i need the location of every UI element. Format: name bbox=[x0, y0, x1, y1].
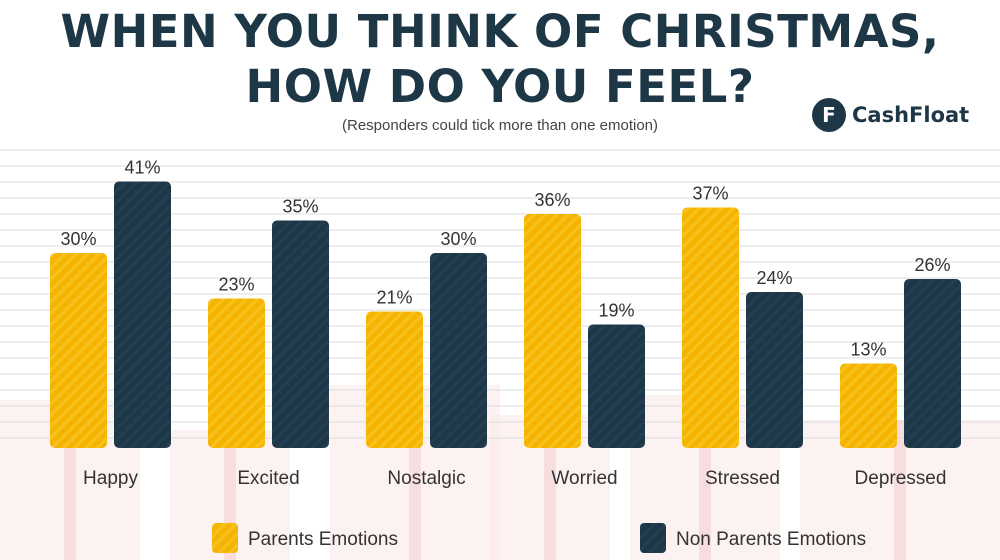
brand-name: CashFloat bbox=[852, 103, 970, 127]
legend-label-non-parents: Non Parents Emotions bbox=[676, 529, 866, 550]
category-label-nostalgic: Nostalgic bbox=[387, 468, 465, 489]
legend-swatch-non-parents bbox=[640, 523, 666, 553]
chart-subtitle: (Responders could tick more than one emo… bbox=[342, 117, 658, 134]
bar-happy-parents bbox=[50, 253, 107, 448]
data-label-happy-parents: 30% bbox=[60, 229, 96, 249]
data-labels: 30% 41% 23% 35% 21% 30% 36% 19% 37% 24% 13% 26% bbox=[60, 158, 950, 360]
data-label-stressed-non-parents: 24% bbox=[756, 268, 792, 288]
category-label-stressed: Stressed bbox=[705, 468, 780, 489]
bars bbox=[50, 181, 961, 448]
bar-depressed-non-parents bbox=[904, 279, 961, 448]
category-label-depressed: Depressed bbox=[855, 468, 947, 489]
bar-stressed-non-parents bbox=[746, 292, 803, 448]
bar-depressed-parents bbox=[840, 363, 897, 448]
data-label-excited-parents: 23% bbox=[218, 275, 254, 295]
bar-excited-non-parents bbox=[272, 220, 329, 448]
category-labels: Happy Excited Nostalgic Worried Stressed Depr… bbox=[83, 468, 946, 489]
brand-logo: F CashFloat bbox=[812, 96, 969, 134]
data-label-depressed-non-parents: 26% bbox=[914, 255, 950, 275]
chart-title: WHEN YOU THINK OF CHRISTMAS, HOW DO YOU … bbox=[0, 4, 1000, 114]
legend: Parents Emotions Non Parents Emotions bbox=[212, 523, 866, 553]
title-line-1: WHEN YOU THINK OF CHRISTMAS, bbox=[60, 5, 940, 58]
bar-nostalgic-parents bbox=[366, 311, 423, 448]
data-label-stressed-parents: 37% bbox=[692, 184, 728, 204]
data-label-depressed-parents: 13% bbox=[850, 340, 886, 360]
category-label-excited: Excited bbox=[237, 468, 299, 489]
data-label-nostalgic-parents: 21% bbox=[376, 288, 412, 308]
data-label-excited-non-parents: 35% bbox=[282, 197, 318, 217]
legend-label-parents: Parents Emotions bbox=[248, 529, 398, 550]
category-label-happy: Happy bbox=[83, 468, 138, 489]
data-label-happy-non-parents: 41% bbox=[124, 158, 160, 178]
bar-nostalgic-non-parents bbox=[430, 253, 487, 448]
bar-worried-non-parents bbox=[588, 324, 645, 448]
category-label-worried: Worried bbox=[551, 468, 617, 489]
legend-swatch-parents bbox=[212, 523, 238, 553]
bar-excited-parents bbox=[208, 298, 265, 448]
title-line-2: HOW DO YOU FEEL? bbox=[245, 60, 755, 113]
bar-happy-non-parents bbox=[114, 181, 171, 448]
cashfloat-logo-icon: F bbox=[812, 98, 846, 132]
data-label-worried-non-parents: 19% bbox=[598, 301, 634, 321]
data-label-nostalgic-non-parents: 30% bbox=[440, 229, 476, 249]
bar-stressed-parents bbox=[682, 207, 739, 448]
data-label-worried-parents: 36% bbox=[534, 190, 570, 210]
bar-worried-parents bbox=[524, 214, 581, 448]
